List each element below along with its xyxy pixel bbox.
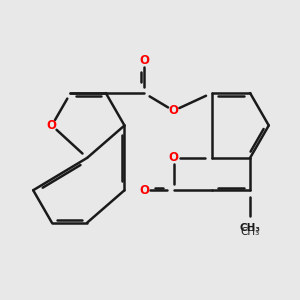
Text: CH₃: CH₃ [240, 223, 261, 232]
Text: O: O [47, 119, 57, 132]
Text: O: O [139, 54, 149, 67]
Text: O: O [139, 184, 149, 197]
Text: O: O [169, 152, 178, 164]
Text: O: O [169, 104, 178, 117]
Text: CH₃: CH₃ [241, 226, 260, 237]
